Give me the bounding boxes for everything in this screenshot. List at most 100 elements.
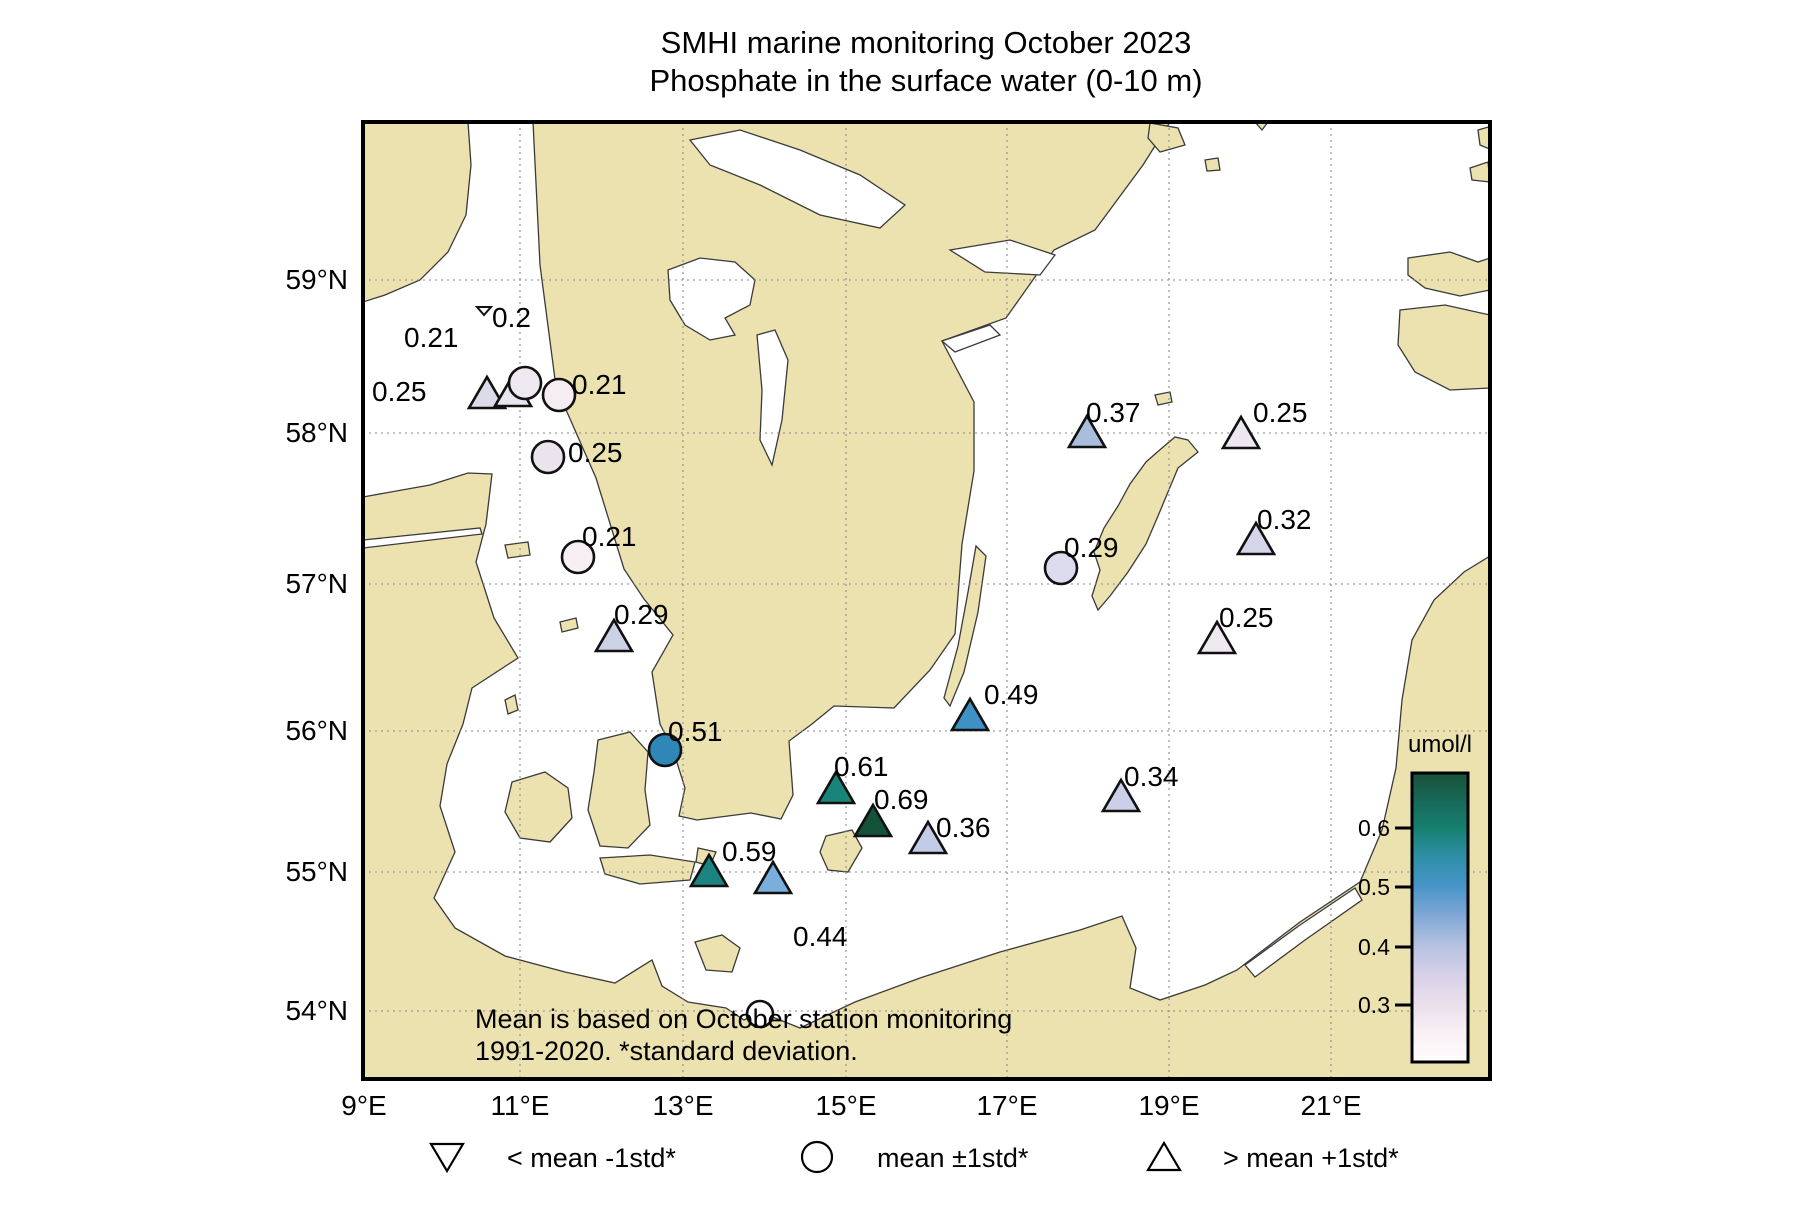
station-value-label: 0.2 [492,302,531,333]
legend-item-label: < mean -1std* [507,1143,676,1173]
island-oland [943,544,987,708]
station-value-label: 0.32 [1257,504,1312,535]
station-circle-marker [530,439,566,475]
braviken-inlet [940,324,1002,353]
legend-triangle-up-icon [1146,1140,1182,1172]
colorbar: umol/l 0.6 0.5 0.4 0.3 [1358,731,1472,1064]
islet-archipelago-1 [1147,122,1186,153]
station-circle-marker [647,732,683,768]
station-circle-marker [541,377,577,413]
station-value-label: 0.21 [572,369,627,400]
legend-item-label: > mean +1std* [1223,1143,1399,1173]
islet-corner-1 [1477,125,1490,150]
curonian-lagoon [1244,887,1363,978]
station-circle-marker [1043,550,1079,586]
station-triangle-up-marker [907,819,949,855]
station-triangle-up-marker [466,374,508,410]
land-polygons [363,122,1490,1079]
marker-legend: < mean -1std* mean ±1std* > mean +1std* [429,1140,1399,1174]
station-triangle-up-marker [593,617,635,653]
station-triangle-up-marker [752,859,794,895]
x-axis-tick-labels: 9°E 11°E 13°E 15°E 17°E 19°E 21°E [341,1090,1361,1121]
island-bornholm [819,829,863,873]
x-tick-label: 11°E [491,1090,550,1121]
island-laeso [504,541,531,559]
station-value-label: 0.34 [1124,761,1179,792]
land-norway [363,122,472,303]
figure-title-line2: Phosphate in the surface water (0-10 m) [649,63,1202,98]
lake-vanern [667,257,756,341]
station-value-label: 0.25 [1253,397,1308,428]
x-tick-label: 21°E [1300,1090,1361,1121]
colorbar-ticks: 0.6 0.5 0.4 0.3 [1358,815,1412,1018]
island-samso [504,694,519,715]
islet-corner-2 [1469,161,1490,183]
graticule-gridlines [363,122,1490,1079]
limfjord [363,527,483,549]
station-value-label: 0.29 [1064,532,1119,563]
station-value-label: 0.25 [372,376,427,407]
colorbar-scale [1410,771,1470,1064]
x-tick-label: 9°E [341,1090,386,1121]
y-axis-tick-labels: 59°N 58°N 57°N 56°N 55°N 54°N [285,264,348,1026]
station-value-label: 0.37 [1086,397,1141,428]
station-value-label: 0.69 [874,784,929,815]
island-gotland [1091,436,1199,612]
colorbar-tick-label: 0.5 [1358,874,1390,900]
y-tick-label: 56°N [285,715,348,746]
lake-district [688,129,907,229]
station-triangle-up-marker [815,769,857,805]
legend-triangle-down-icon [429,1142,465,1174]
note-line1: Mean is based on October station monitor… [475,1004,1012,1034]
legend-item-label: mean ±1std* [877,1143,1029,1173]
station-value-label: 0.36 [936,812,991,843]
y-tick-label: 59°N [285,264,348,295]
x-tick-label: 15°E [815,1090,876,1121]
station-value-label: 0.21 [404,322,459,353]
figure-title-line1: SMHI marine monitoring October 2023 [661,25,1192,60]
station-value-label: 0.59 [722,836,777,867]
station-circle-marker [507,365,543,401]
colorbar-tick-label: 0.3 [1358,992,1390,1018]
island-zealand [587,731,651,849]
x-tick-label: 17°E [976,1090,1037,1121]
station-value-labels: 0.20.210.25 0.210.250.210.290.510.610.690… [372,302,1312,952]
lake-malaren [948,239,1057,276]
y-tick-label: 57°N [285,568,348,599]
station-triangle-up-marker [1066,413,1108,449]
station-value-label: 0.25 [568,437,623,468]
y-tick-label: 54°N [285,995,348,1026]
island-rugen [694,934,741,973]
y-tick-label: 58°N [285,417,348,448]
station-value-label: 0.21 [582,521,637,552]
station-circle-marker [745,999,775,1029]
island-funen [504,771,573,843]
island-lolland-falster [599,854,696,885]
station-triangle-up-marker [1220,414,1262,450]
colorbar-tick-label: 0.6 [1358,815,1390,841]
station-value-label: 0.29 [614,599,669,630]
station-triangle-up-marker [1196,619,1238,655]
station-markers [466,306,1277,1029]
island-anholt [559,617,579,633]
colorbar-unit-label: umol/l [1408,731,1472,758]
x-tick-label: 13°E [652,1090,713,1121]
station-triangle-up-marker [688,852,730,888]
station-triangle-up-marker [949,696,991,732]
island-saaremaa [1397,304,1490,391]
station-value-label: 0.25 [1219,602,1274,633]
island-hiiumaa [1407,251,1490,297]
map-canvas: 0.20.210.25 0.210.250.210.290.510.610.690… [363,122,1490,1079]
station-value-label: 0.61 [834,751,889,782]
station-triangle-up-marker [852,802,894,838]
station-value-label: 0.44 [793,921,848,952]
station-triangle-up-marker [1235,520,1277,556]
x-tick-label: 19°E [1138,1090,1199,1121]
islet-archipelago-2 [1204,157,1221,172]
map-frame-border [361,120,1492,1081]
station-circle-marker [560,539,596,575]
note-line2: 1991-2020. *standard deviation. [475,1036,858,1066]
station-value-label: 0.49 [984,679,1039,710]
